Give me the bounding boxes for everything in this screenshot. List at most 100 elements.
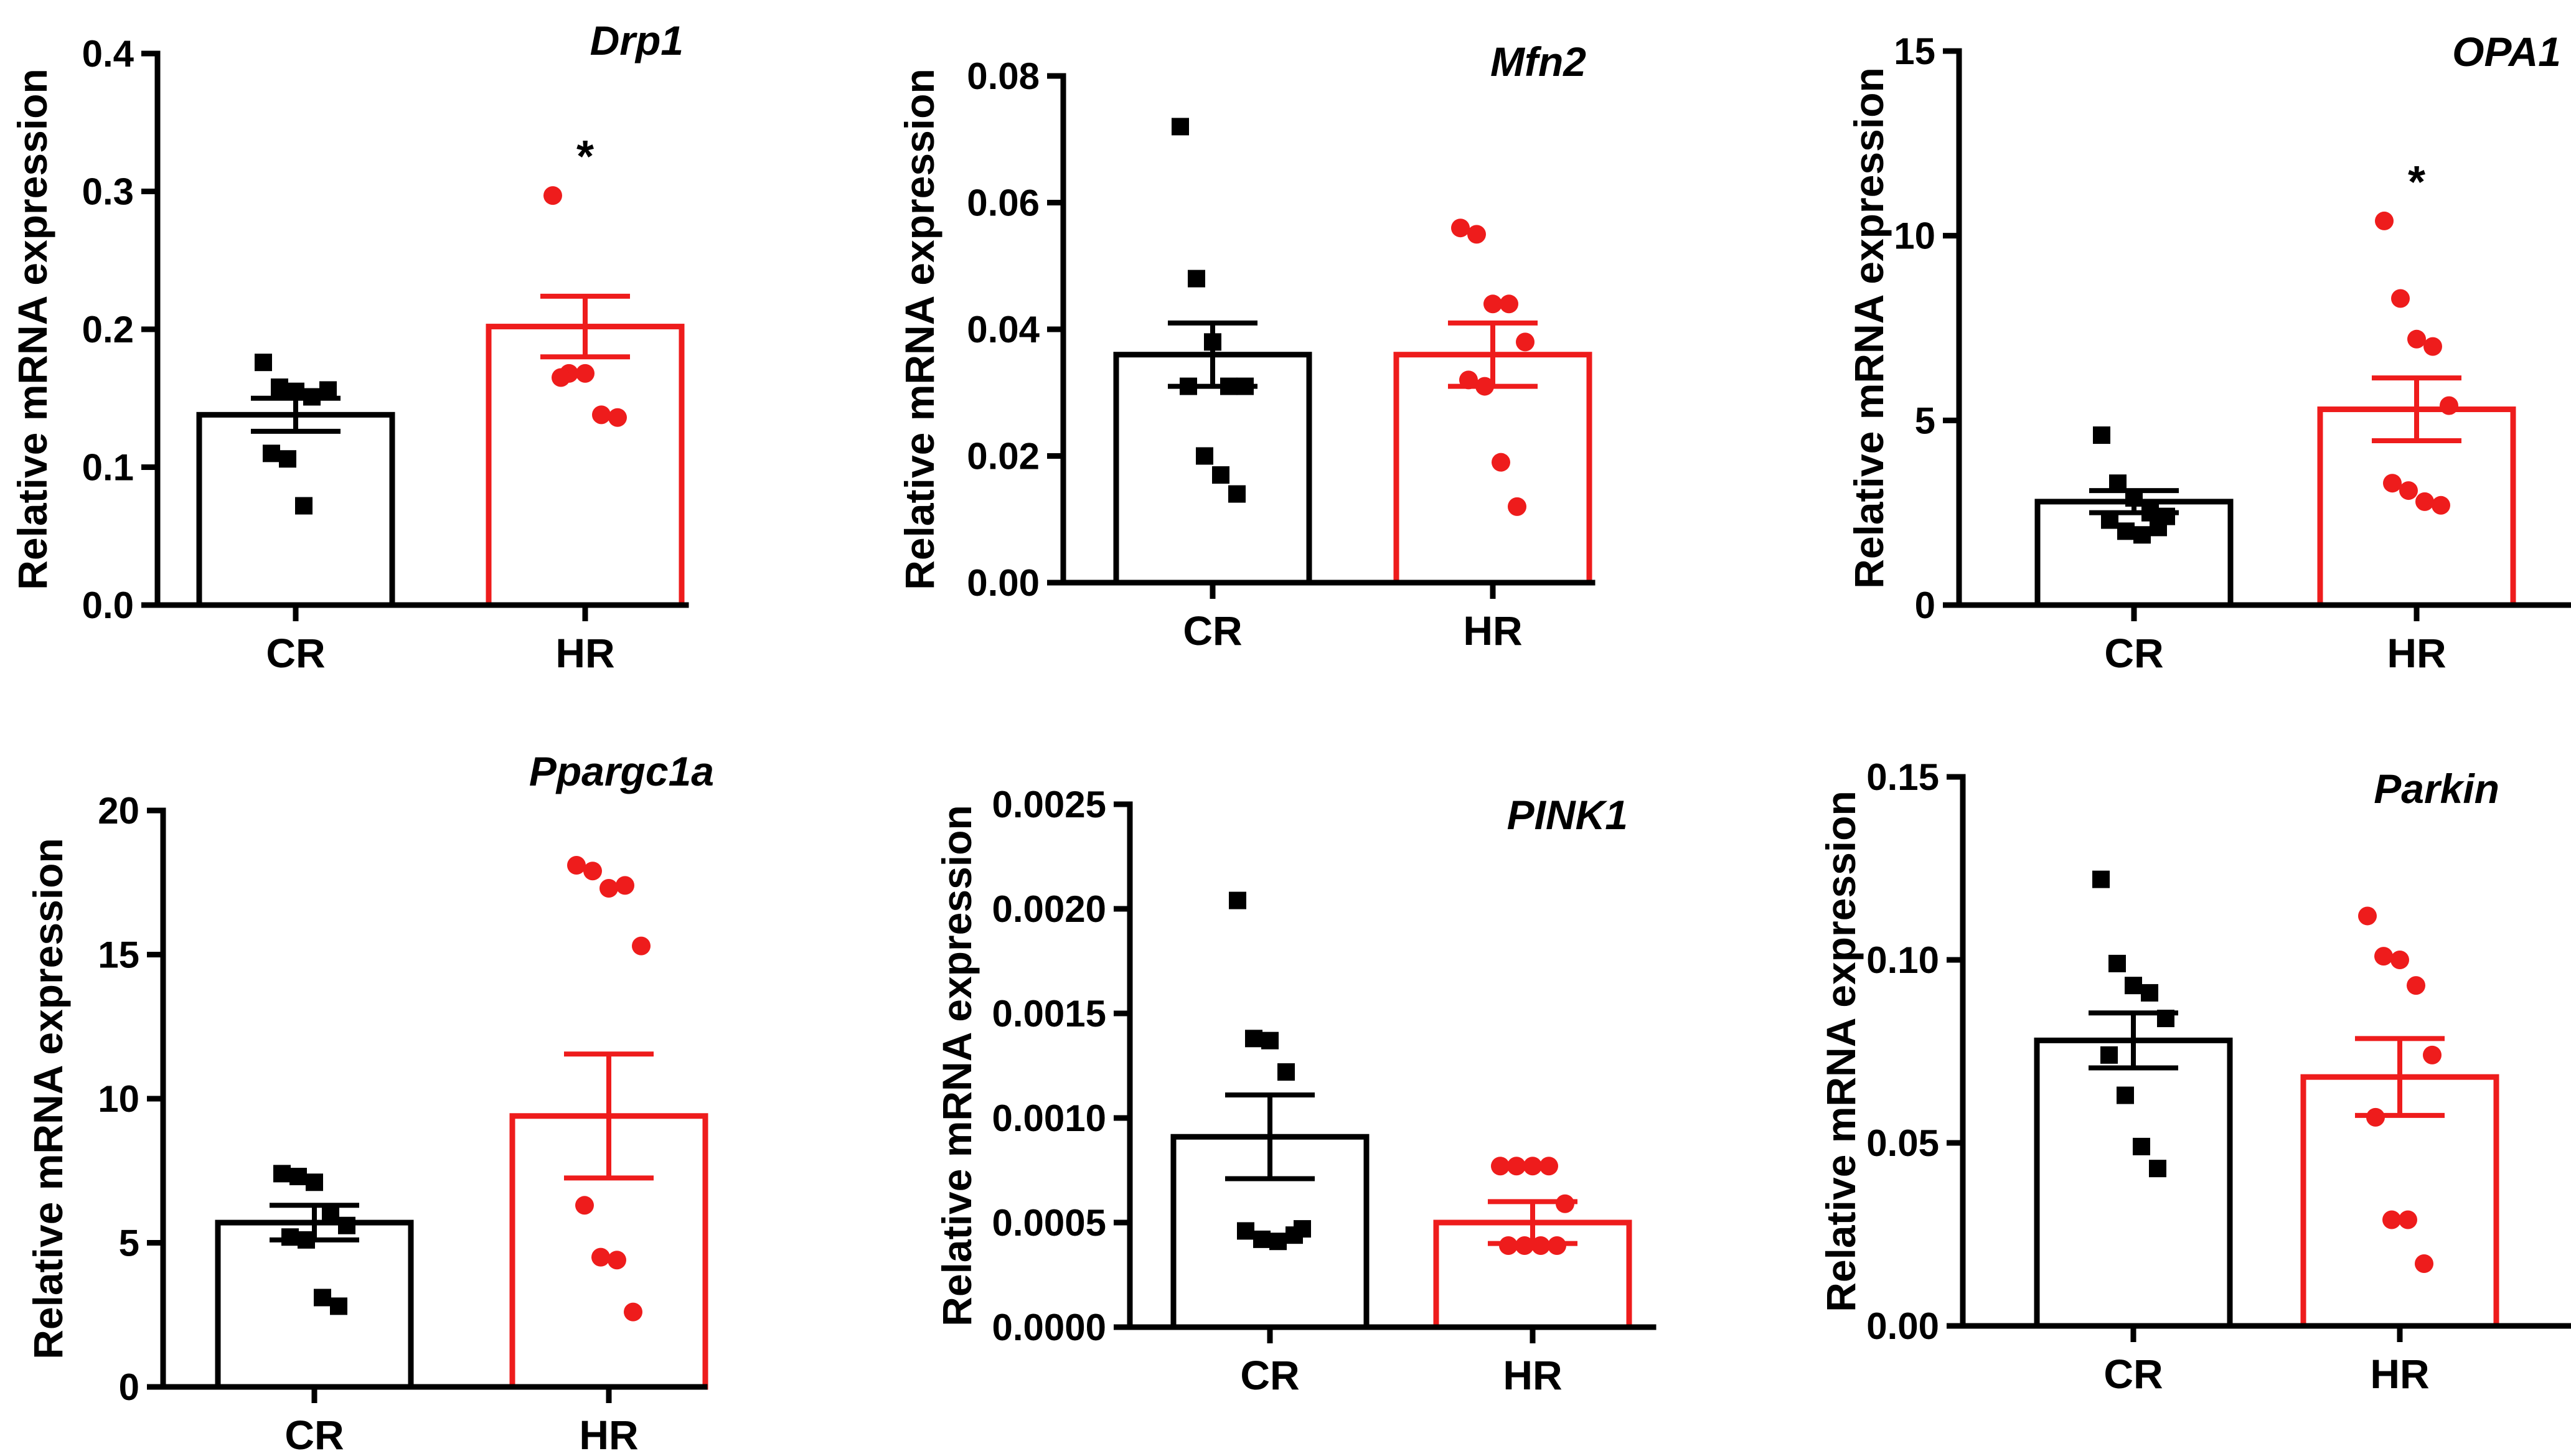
data-point-cr [2092, 870, 2110, 888]
data-point-hr [632, 936, 651, 956]
data-point-cr [1180, 377, 1197, 395]
data-point-hr [2440, 396, 2458, 415]
data-point-hr [1475, 377, 1494, 396]
data-point-hr [2391, 289, 2410, 308]
y-tick-label: 0.0025 [992, 784, 1106, 825]
data-point-cr [2141, 984, 2158, 1002]
data-point-cr [2101, 511, 2118, 529]
data-point-hr [1483, 294, 1502, 314]
data-point-cr [322, 1205, 339, 1223]
data-point-cr [2157, 1010, 2174, 1028]
y-tick-label: 0.04 [967, 309, 1040, 350]
data-point-cr [289, 1168, 307, 1186]
chart-panel-drp1: 0.0 0.1 0.2 0.3 0.4 CR HR * Drp1 Relative mRNA ex… [9, 17, 689, 676]
data-point-hr [543, 186, 562, 205]
data-point-hr [2382, 1210, 2401, 1229]
data-point-hr [1539, 1157, 1558, 1176]
data-point-cr [281, 1228, 299, 1246]
x-category-label: CR [2103, 1351, 2163, 1397]
y-tick-label: 0.0005 [992, 1202, 1106, 1244]
data-point-hr [1516, 332, 1535, 352]
chart-panel-ppargc1a: 0 5 10 15 20 CR HR Ppargc1a Relative mRNA expres… [25, 748, 714, 1456]
data-point-cr [271, 378, 288, 397]
data-point-cr [2133, 526, 2151, 544]
data-point-cr [303, 388, 321, 406]
data-point-hr [1507, 1157, 1526, 1176]
data-point-hr [1556, 1194, 1574, 1213]
data-point-cr [263, 444, 280, 463]
data-point-hr [1451, 218, 1470, 238]
y-tick-label: 15 [1894, 31, 1935, 72]
y-tick-label: 0.2 [82, 309, 134, 350]
data-point-cr [319, 381, 337, 399]
data-point-cr [330, 1297, 347, 1315]
data-point-cr [287, 382, 304, 400]
data-point-hr [608, 408, 627, 427]
data-point-hr [2358, 906, 2377, 926]
data-point-hr [591, 1247, 610, 1267]
chart-panel-mfn2: 0.00 0.02 0.04 0.06 0.08 CR HR Mfn2 Relative mRN… [896, 39, 1596, 654]
chart-panel-opa1: 0 5 10 15 CR HR * OPA1 Relative mRNA expression [1846, 29, 2571, 676]
y-axis-label: Relative mRNA expression [1818, 791, 1864, 1312]
data-point-hr [1508, 497, 1526, 516]
data-point-hr [2423, 337, 2442, 356]
data-point-cr [1212, 466, 1229, 484]
chart-title: Parkin [2374, 766, 2499, 812]
data-point-hr [2407, 329, 2426, 349]
data-point-hr [608, 1251, 626, 1270]
y-axis-label: Relative mRNA expression [896, 68, 942, 590]
data-point-cr [314, 1289, 331, 1307]
data-point-cr [2141, 504, 2159, 522]
data-point-hr [1492, 453, 1510, 472]
y-tick-label: 0 [1915, 585, 1935, 626]
y-tick-label: 10 [1894, 215, 1935, 257]
data-point-hr [1467, 225, 1486, 244]
data-point-hr [592, 405, 611, 425]
y-tick-label: 10 [98, 1078, 139, 1120]
data-point-cr [2109, 474, 2127, 492]
data-point-cr [1277, 1063, 1295, 1081]
x-category-label: HR [2370, 1351, 2429, 1397]
x-category-label: HR [1463, 608, 1522, 654]
y-tick-label: 20 [98, 790, 139, 832]
data-point-hr [1491, 1157, 1510, 1176]
y-tick-label: 0.3 [82, 171, 134, 213]
data-point-hr [624, 1302, 642, 1322]
y-tick-label: 0.05 [1866, 1122, 1939, 1164]
x-category-label: CR [266, 630, 325, 676]
data-point-hr [2415, 492, 2434, 511]
y-tick-label: 0.15 [1866, 756, 1939, 798]
data-point-cr [273, 1165, 291, 1183]
x-category-label: HR [1503, 1352, 1562, 1398]
x-category-label: CR [284, 1412, 344, 1456]
data-point-hr [2407, 976, 2425, 995]
data-point-cr [255, 354, 272, 372]
data-point-hr [575, 1196, 594, 1215]
bar-cr [2034, 1037, 2233, 1329]
data-point-hr [1548, 1236, 1566, 1255]
data-point-hr [1459, 370, 1478, 390]
x-category-label: HR [2387, 630, 2446, 676]
data-point-cr [1229, 891, 1246, 909]
y-axis-label: Relative mRNA expression [25, 838, 71, 1360]
data-point-cr [1237, 1222, 1254, 1240]
data-point-cr [2117, 522, 2135, 540]
y-tick-label: 0.4 [82, 33, 134, 75]
data-point-hr [552, 368, 570, 387]
data-point-cr [1196, 447, 1213, 465]
data-point-cr [2108, 954, 2126, 972]
data-point-hr [2415, 1254, 2433, 1274]
bar-hr [2317, 406, 2516, 608]
data-point-hr [1523, 1157, 1542, 1176]
data-point-cr [298, 1231, 315, 1249]
data-point-cr [1220, 377, 1238, 395]
y-tick-label: 0.00 [967, 562, 1040, 604]
data-point-hr [2374, 947, 2393, 966]
data-point-hr [1515, 1236, 1534, 1255]
data-point-hr [599, 879, 618, 898]
bar-hr [2300, 1074, 2499, 1329]
y-tick-label: 5 [1915, 400, 1935, 441]
y-tick-label: 0.10 [1866, 939, 1939, 981]
chart-panel-pink1: 0.0000 0.0005 0.0010 0.0015 0.0020 0.0025 CR HR… [934, 784, 1657, 1398]
